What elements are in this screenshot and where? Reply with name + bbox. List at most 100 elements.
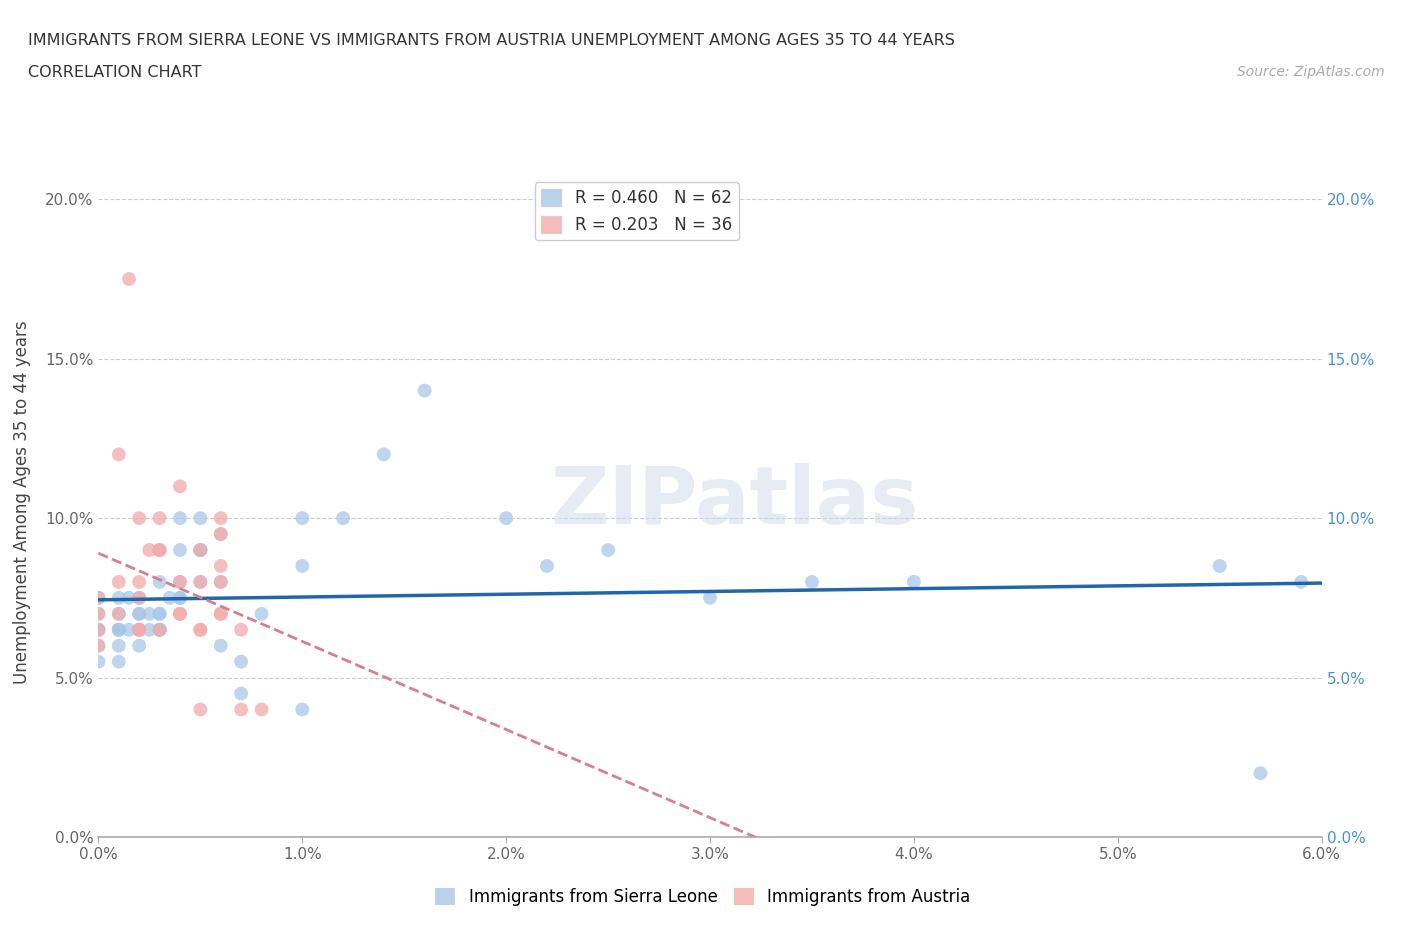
Point: [250, 606, 273, 621]
Point: [149, 622, 172, 637]
Point: [169, 542, 191, 557]
Point: [149, 606, 172, 621]
Point: [108, 622, 131, 637]
Point: [87, 622, 110, 637]
Point: [149, 575, 172, 590]
Point: [209, 559, 232, 574]
Point: [188, 542, 212, 557]
Point: [87, 622, 110, 637]
Point: [87, 606, 110, 621]
Point: [495, 511, 517, 525]
Point: [149, 622, 172, 637]
Point: [1249, 765, 1271, 780]
Point: [250, 702, 273, 717]
Point: [188, 511, 212, 525]
Point: [209, 575, 232, 590]
Point: [128, 622, 150, 637]
Point: [108, 622, 131, 637]
Point: [209, 638, 232, 653]
Point: [291, 559, 314, 574]
Point: [291, 511, 314, 525]
Point: [188, 575, 212, 590]
Point: [149, 606, 172, 621]
Point: [128, 591, 150, 605]
Text: ZIPatlas: ZIPatlas: [550, 463, 918, 541]
Point: [169, 575, 191, 590]
Point: [209, 526, 232, 541]
Point: [169, 606, 191, 621]
Point: [118, 591, 141, 605]
Point: [149, 542, 172, 557]
Point: [108, 654, 131, 669]
Point: [169, 591, 191, 605]
Point: [209, 575, 232, 590]
Point: [291, 702, 314, 717]
Point: [1208, 559, 1232, 574]
Point: [87, 591, 110, 605]
Y-axis label: Unemployment Among Ages 35 to 44 years: Unemployment Among Ages 35 to 44 years: [13, 321, 31, 684]
Point: [188, 702, 212, 717]
Point: [108, 622, 131, 637]
Point: [149, 542, 172, 557]
Text: CORRELATION CHART: CORRELATION CHART: [28, 65, 201, 80]
Text: IMMIGRANTS FROM SIERRA LEONE VS IMMIGRANTS FROM AUSTRIA UNEMPLOYMENT AMONG AGES : IMMIGRANTS FROM SIERRA LEONE VS IMMIGRAN…: [28, 33, 955, 47]
Point: [108, 591, 131, 605]
Legend: R = 0.460   N = 62, R = 0.203   N = 36: R = 0.460 N = 62, R = 0.203 N = 36: [534, 182, 738, 241]
Point: [1289, 575, 1312, 590]
Point: [108, 606, 131, 621]
Point: [87, 591, 110, 605]
Point: [87, 622, 110, 637]
Point: [128, 622, 150, 637]
Text: Source: ZipAtlas.com: Source: ZipAtlas.com: [1237, 65, 1385, 79]
Point: [169, 606, 191, 621]
Point: [169, 479, 191, 494]
Point: [108, 606, 131, 621]
Point: [118, 622, 141, 637]
Point: [87, 638, 110, 653]
Point: [108, 575, 131, 590]
Point: [149, 622, 172, 637]
Point: [128, 622, 150, 637]
Point: [87, 638, 110, 653]
Point: [231, 702, 253, 717]
Point: [699, 591, 721, 605]
Point: [87, 606, 110, 621]
Point: [128, 606, 150, 621]
Point: [209, 606, 232, 621]
Point: [209, 606, 232, 621]
Point: [138, 622, 160, 637]
Point: [149, 542, 172, 557]
Point: [188, 542, 212, 557]
Point: [413, 383, 436, 398]
Point: [231, 686, 253, 701]
Point: [231, 654, 253, 669]
Point: [373, 447, 395, 462]
Point: [188, 542, 212, 557]
Point: [138, 542, 160, 557]
Point: [128, 622, 150, 637]
Point: [209, 526, 232, 541]
Point: [188, 622, 212, 637]
Point: [188, 575, 212, 590]
Point: [149, 622, 172, 637]
Point: [188, 542, 212, 557]
Point: [128, 591, 150, 605]
Point: [138, 606, 160, 621]
Point: [188, 622, 212, 637]
Point: [108, 638, 131, 653]
Point: [108, 447, 131, 462]
Point: [169, 591, 191, 605]
Point: [169, 575, 191, 590]
Point: [332, 511, 354, 525]
Point: [87, 654, 110, 669]
Point: [118, 272, 141, 286]
Point: [159, 591, 181, 605]
Point: [598, 542, 620, 557]
Point: [536, 559, 558, 574]
Point: [149, 511, 172, 525]
Point: [231, 622, 253, 637]
Point: [128, 511, 150, 525]
Point: [801, 575, 824, 590]
Point: [128, 575, 150, 590]
Point: [128, 638, 150, 653]
